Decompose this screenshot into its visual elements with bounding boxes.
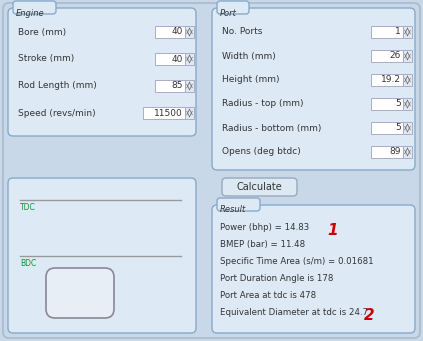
Bar (403, 26, 412, 38)
Text: TDC: TDC (20, 203, 36, 212)
Text: Equivalent Diameter at tdc is 24.7: Equivalent Diameter at tdc is 24.7 (220, 308, 368, 317)
Bar (371, 74, 403, 86)
Bar (403, 74, 412, 86)
Text: Result: Result (220, 206, 246, 214)
FancyBboxPatch shape (8, 8, 196, 136)
Bar (403, 50, 412, 62)
FancyBboxPatch shape (222, 178, 297, 196)
Bar (143, 107, 185, 119)
Text: Speed (revs/min): Speed (revs/min) (18, 108, 96, 118)
Text: 26: 26 (390, 51, 401, 60)
Bar (155, 26, 185, 38)
Bar (185, 53, 194, 65)
Bar (403, 98, 412, 110)
FancyBboxPatch shape (13, 1, 56, 14)
Bar (185, 107, 194, 119)
Text: 1: 1 (327, 223, 338, 238)
Text: 1: 1 (395, 28, 401, 36)
Text: Radius - bottom (mm): Radius - bottom (mm) (222, 123, 321, 133)
Text: 2: 2 (364, 308, 375, 323)
FancyBboxPatch shape (3, 3, 420, 338)
Text: 11500: 11500 (154, 108, 183, 118)
Bar (185, 26, 194, 38)
FancyBboxPatch shape (217, 1, 249, 14)
FancyBboxPatch shape (212, 205, 415, 333)
Text: BMEP (bar) = 11.48: BMEP (bar) = 11.48 (220, 240, 305, 249)
Bar (371, 98, 403, 110)
Bar (155, 53, 185, 65)
Text: 5: 5 (395, 100, 401, 108)
Text: BDC: BDC (20, 259, 36, 268)
Text: Calculate: Calculate (236, 182, 283, 192)
Text: 19.2: 19.2 (381, 75, 401, 85)
Text: 5: 5 (395, 123, 401, 133)
Bar (403, 146, 412, 158)
Bar (371, 122, 403, 134)
Text: Bore (mm): Bore (mm) (18, 28, 66, 36)
Bar (155, 80, 185, 92)
Text: Opens (deg btdc): Opens (deg btdc) (222, 148, 301, 157)
Text: Engine: Engine (16, 9, 44, 17)
Text: Height (mm): Height (mm) (222, 75, 280, 85)
FancyBboxPatch shape (217, 198, 260, 211)
FancyBboxPatch shape (212, 8, 415, 170)
Text: 40: 40 (172, 55, 183, 63)
Text: 85: 85 (171, 81, 183, 90)
FancyBboxPatch shape (46, 268, 114, 318)
Text: Rod Length (mm): Rod Length (mm) (18, 81, 97, 90)
Text: 40: 40 (172, 28, 183, 36)
Bar (403, 122, 412, 134)
FancyBboxPatch shape (8, 178, 196, 333)
Text: Radius - top (mm): Radius - top (mm) (222, 100, 303, 108)
Bar (371, 146, 403, 158)
Bar (371, 26, 403, 38)
Text: Port Area at tdc is 478: Port Area at tdc is 478 (220, 291, 316, 300)
Text: 89: 89 (390, 148, 401, 157)
Text: Specific Time Area (s/m) = 0.01681: Specific Time Area (s/m) = 0.01681 (220, 257, 374, 266)
Text: Width (mm): Width (mm) (222, 51, 276, 60)
Text: Port: Port (220, 9, 237, 17)
Bar (371, 50, 403, 62)
Text: No. Ports: No. Ports (222, 28, 262, 36)
Bar (185, 80, 194, 92)
Text: Power (bhp) = 14.83: Power (bhp) = 14.83 (220, 223, 309, 232)
Text: Stroke (mm): Stroke (mm) (18, 55, 74, 63)
Text: Port Duration Angle is 178: Port Duration Angle is 178 (220, 274, 333, 283)
